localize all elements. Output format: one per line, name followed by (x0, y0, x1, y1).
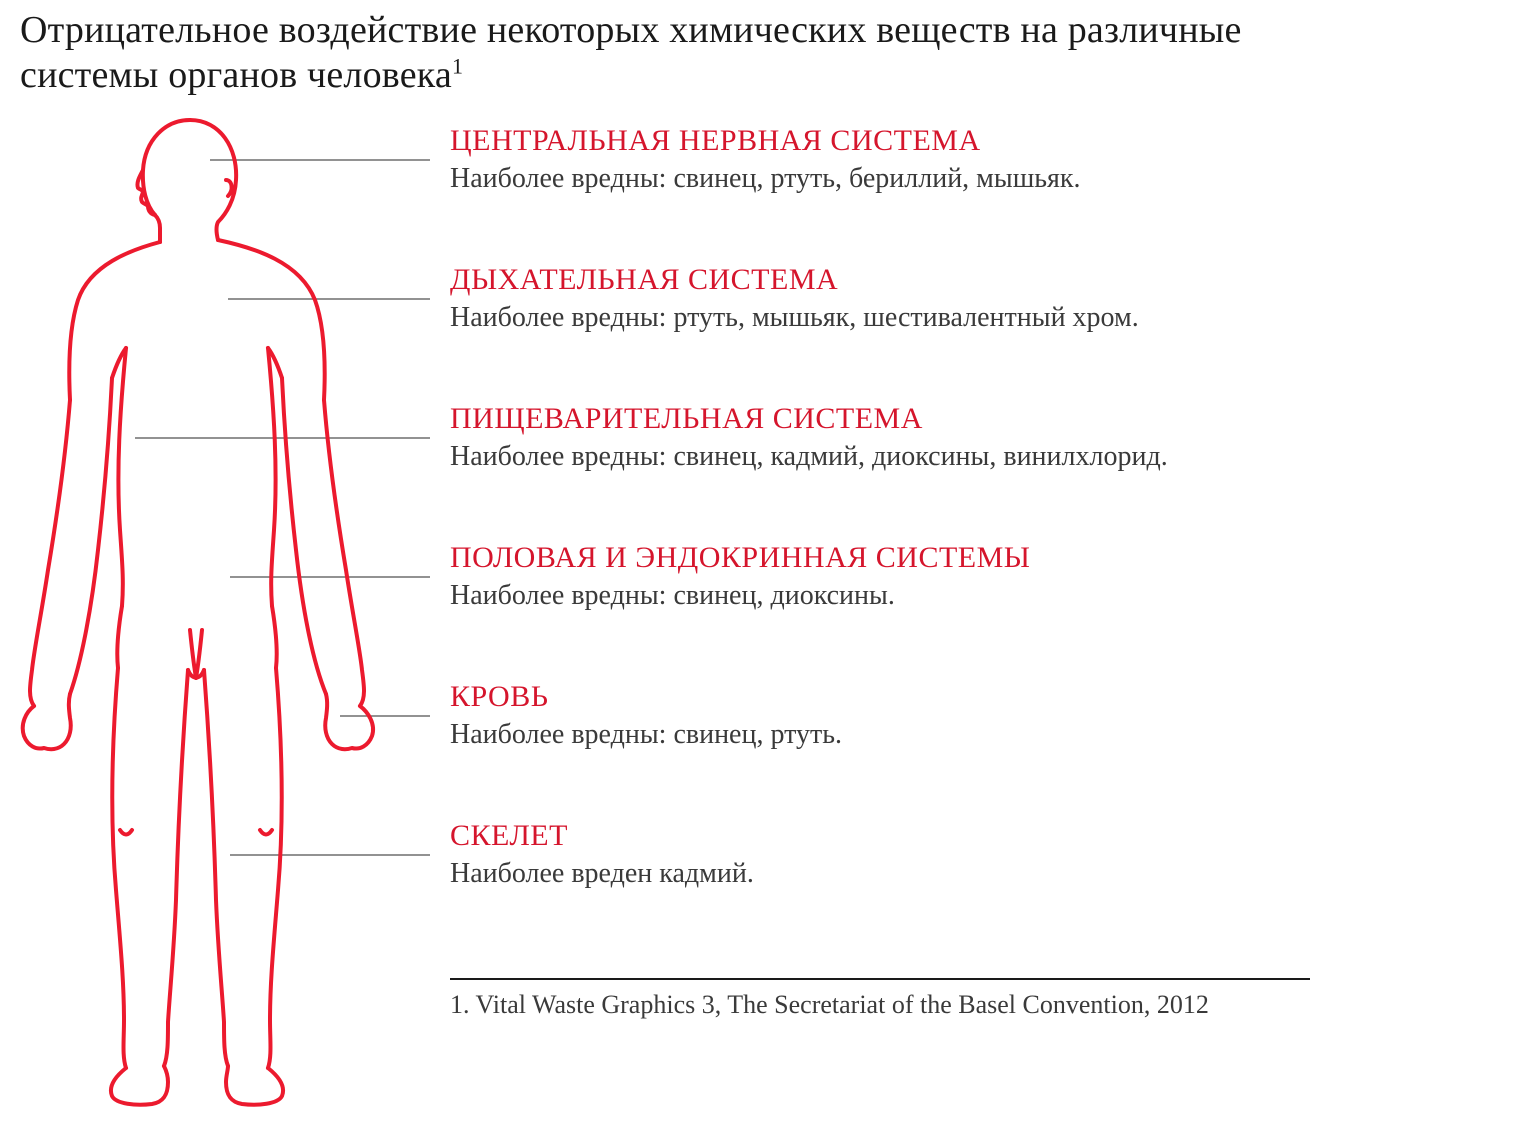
system-heading: ПИЩЕВАРИТЕЛЬНАЯ СИСТЕМА (450, 402, 1510, 435)
system-heading: КРОВЬ (450, 680, 1510, 713)
system-block: ДЫХАТЕЛЬНАЯ СИСТЕМА Наиболее вредны: ртут… (450, 263, 1510, 335)
infographic-container: Отрицательное воздействие некоторых хими… (0, 0, 1518, 1137)
system-heading: СКЕЛЕТ (450, 819, 1510, 852)
system-body: Наиболее вреден кадмий. (450, 856, 1510, 891)
system-body: Наиболее вредны: ртуть, мышьяк, шестивал… (450, 300, 1510, 335)
footnote-rule (450, 978, 1310, 980)
system-heading: ЦЕНТРАЛЬНАЯ НЕРВНАЯ СИСТЕМА (450, 124, 1510, 157)
title-line1: Отрицательное воздействие некоторых хими… (20, 9, 1242, 51)
system-block: КРОВЬ Наиболее вредны: свинец, ртуть. (450, 680, 1510, 752)
human-body-diagram (20, 110, 1498, 1120)
system-body: Наиболее вредны: свинец, кадмий, диоксин… (450, 439, 1510, 474)
figure-area: ЦЕНТРАЛЬНАЯ НЕРВНАЯ СИСТЕМАНаиболее вред… (20, 110, 1498, 1120)
system-block: ПИЩЕВАРИТЕЛЬНАЯ СИСТЕМА Наиболее вредны: … (450, 402, 1510, 474)
title-sup: 1 (452, 53, 463, 78)
page-title: Отрицательное воздействие некоторых хими… (20, 8, 1490, 98)
footnote: 1. Vital Waste Graphics 3, The Secretari… (450, 990, 1209, 1020)
system-block: СКЕЛЕТ Наиболее вреден кадмий. (450, 819, 1510, 891)
system-block: ЦЕНТРАЛЬНАЯ НЕРВНАЯ СИСТЕМА Наиболее вред… (450, 124, 1510, 196)
system-body: Наиболее вредны: свинец, ртуть, бериллий… (450, 161, 1510, 196)
system-heading: ДЫХАТЕЛЬНАЯ СИСТЕМА (450, 263, 1510, 296)
system-body: Наиболее вредны: свинец, ртуть. (450, 717, 1510, 752)
title-line2: системы органов человека (20, 54, 452, 96)
system-heading: ПОЛОВАЯ И ЭНДОКРИННАЯ СИСТЕМЫ (450, 541, 1510, 574)
system-body: Наиболее вредны: свинец, диоксины. (450, 578, 1510, 613)
system-block: ПОЛОВАЯ И ЭНДОКРИННАЯ СИСТЕМЫ Наиболее вр… (450, 541, 1510, 613)
